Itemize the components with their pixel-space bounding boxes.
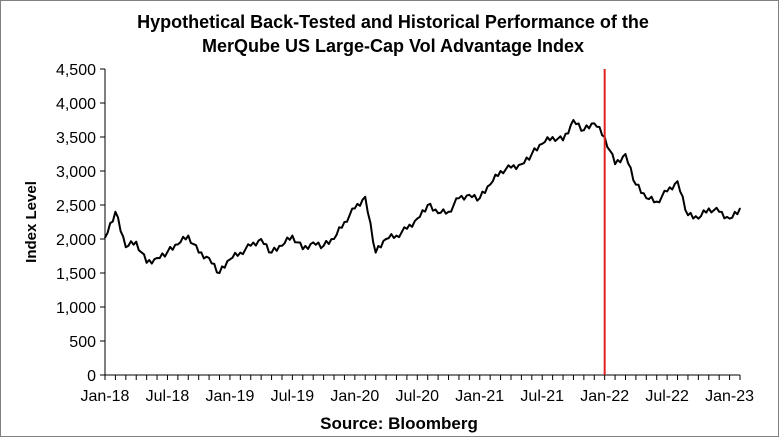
data-point [406, 228, 408, 230]
data-point [208, 257, 210, 259]
y-tick-label: 0 [87, 368, 96, 385]
x-tick-label: Jul-22 [645, 388, 689, 405]
y-tick-label: 4,500 [56, 62, 96, 79]
data-point [229, 258, 231, 261]
x-tick-label: Jul-18 [146, 388, 190, 405]
data-point [447, 211, 450, 213]
data-point [197, 251, 200, 254]
y-tick-label: 3,000 [56, 164, 96, 181]
data-point [707, 207, 710, 210]
data-point [687, 214, 689, 216]
data-point [125, 246, 127, 248]
data-point [499, 170, 502, 172]
y-tick-label: 1,000 [56, 300, 96, 317]
y-tick-label: 2,000 [56, 232, 96, 249]
data-point [531, 153, 533, 155]
y-axis-label: Index Level [23, 181, 40, 263]
data-point [333, 238, 335, 240]
data-point [322, 245, 325, 247]
data-point [291, 234, 294, 237]
chart-title-line-2: MerQube US Large-Cap Vol Advantage Index [202, 36, 584, 56]
data-point [166, 251, 169, 253]
x-tick-label: Jul-20 [396, 388, 440, 405]
x-tick-label: Jan-23 [705, 388, 754, 405]
data-point [374, 251, 377, 254]
x-axis-label-source: Source: Bloomberg [320, 414, 478, 433]
data-point [718, 211, 720, 213]
data-point [301, 248, 304, 250]
x-tick-label: Jul-19 [271, 388, 315, 405]
data-point [458, 197, 460, 199]
data-point [739, 207, 741, 210]
data-point [624, 153, 627, 155]
data-point [635, 183, 637, 186]
data-point [416, 217, 419, 220]
data-point [510, 166, 512, 169]
data-point [187, 234, 190, 237]
chart-title-line-1: Hypothetical Back-Tested and Historical … [137, 12, 649, 32]
data-point [260, 238, 262, 240]
data-point [676, 180, 679, 182]
plot-area: 0 500 1,000 1,500 2,000 2,500 3,000 3,500 4,000 4… [56, 62, 754, 405]
data-point [249, 245, 252, 247]
data-point [666, 190, 668, 193]
data-point [114, 211, 117, 213]
data-point [354, 207, 356, 210]
data-point [728, 217, 731, 220]
data-point [156, 257, 158, 259]
data-point [583, 129, 585, 131]
data-point [468, 194, 471, 196]
x-tick-label: Jan-21 [455, 388, 504, 405]
x-tick-label: Jul-21 [520, 388, 564, 405]
data-point [239, 251, 242, 254]
data-point [478, 197, 481, 199]
y-tick-label: 3,500 [56, 130, 96, 147]
data-point [593, 122, 596, 125]
data-point [489, 183, 491, 186]
data-point [520, 163, 523, 165]
x-tick-label: Jan-20 [330, 388, 379, 405]
x-tick-label: Jan-22 [580, 388, 629, 405]
y-tick-label: 2,500 [56, 198, 96, 215]
data-point [312, 241, 314, 244]
x-tick-label: Jan-19 [205, 388, 254, 405]
data-point [385, 238, 387, 240]
data-point [426, 204, 429, 206]
data-point [655, 200, 658, 203]
data-point [281, 245, 283, 247]
data-point [437, 212, 439, 214]
data-point [343, 221, 346, 223]
data-point [697, 217, 700, 220]
data-point [645, 197, 648, 199]
y-tick-label: 4,000 [56, 96, 96, 113]
y-tick-label: 1,500 [56, 266, 96, 283]
data-point [218, 272, 221, 274]
index-level-line [104, 119, 741, 274]
data-point [614, 163, 616, 165]
data-point [364, 196, 367, 198]
data-point [541, 143, 544, 145]
data-point [145, 262, 148, 264]
data-point [572, 119, 575, 121]
data-point [395, 234, 398, 237]
data-point [177, 243, 179, 246]
data-point [270, 251, 273, 254]
data-point [135, 240, 138, 243]
data-point [551, 136, 554, 138]
y-tick-label: 500 [69, 334, 96, 351]
data-point [104, 236, 106, 239]
x-tick-label: Jan-18 [81, 388, 130, 405]
data-point [562, 139, 564, 142]
